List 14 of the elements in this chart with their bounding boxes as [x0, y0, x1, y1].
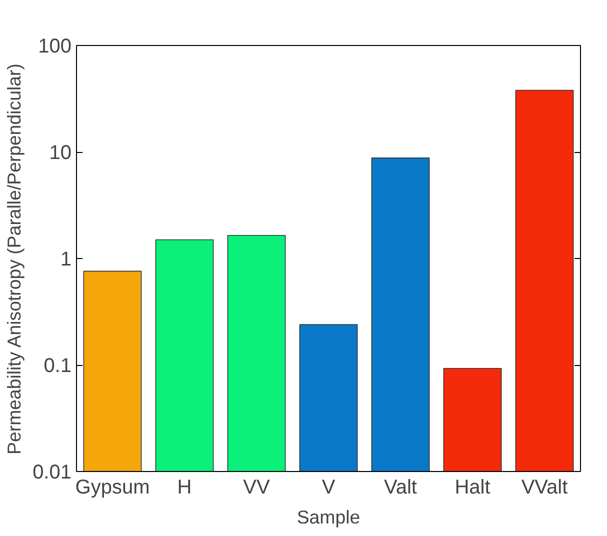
x-tick-label: V	[322, 476, 336, 498]
y-tick-label: 0.1	[44, 355, 72, 377]
x-tick-label: VV	[243, 476, 270, 498]
x-tick-label: H	[177, 476, 192, 498]
y-axis-title: Permeability Anisotropy (Paralle/Perpendicular)	[4, 64, 25, 454]
y-tick-label: 1	[60, 248, 72, 270]
x-tick-label: Gypsum	[75, 476, 150, 498]
y-tick-label: 100	[38, 36, 72, 58]
x-tick-label: Halt	[454, 476, 491, 498]
y-tick-label: 0.01	[32, 462, 72, 484]
x-axis-title: Sample	[296, 506, 360, 528]
y-tick-label: 10	[49, 142, 72, 164]
x-tick-label: VValt	[521, 476, 568, 498]
x-tick-label: Valt	[384, 476, 418, 498]
